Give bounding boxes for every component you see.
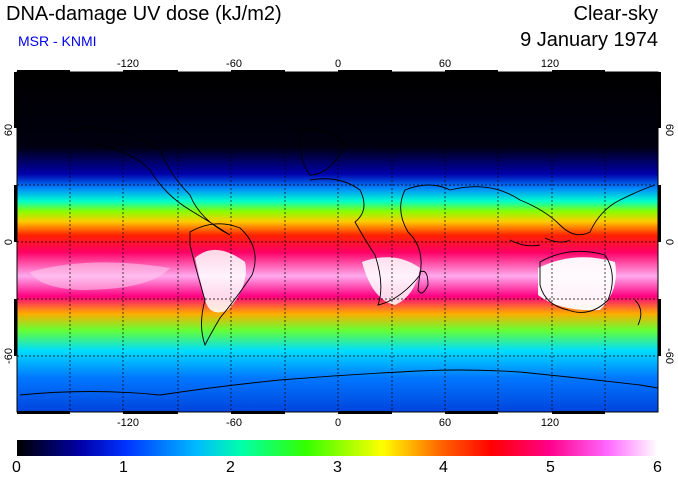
map-title: DNA-damage UV dose (kJ/m2) [6, 3, 282, 25]
colorbar-label: 3 [333, 459, 342, 476]
sky-condition-label: Clear-sky [573, 3, 658, 25]
asia-coast [449, 184, 656, 236]
frame-scale-bars [14, 70, 661, 414]
high-dose-africa [362, 257, 420, 305]
colorbar-label: 1 [119, 459, 128, 476]
lat-tick-left: 0 [3, 239, 15, 245]
colorbar-label: 6 [653, 459, 662, 476]
europe-africa-coast [309, 178, 451, 306]
colorbar-label: 2 [226, 459, 235, 476]
date-label: 9 January 1974 [520, 29, 658, 51]
north-america-coast [69, 127, 231, 236]
graticule [17, 72, 658, 412]
antarctica-coast [19, 369, 658, 396]
high-dose-south-america [195, 249, 246, 313]
colorbar-label: 4 [439, 459, 448, 476]
lon-tick-top: -60 [226, 58, 242, 70]
lon-tick-top: 0 [335, 58, 341, 70]
new-zealand-coast [634, 299, 642, 326]
data-source-label: MSR - KNMI [18, 33, 97, 49]
australia-coast [539, 250, 613, 313]
colorbar [17, 440, 658, 456]
high-dose-pacific [30, 262, 170, 290]
colorbar-label: 0 [12, 459, 21, 476]
lon-tick-bottom: 60 [439, 417, 451, 429]
lon-tick-bottom: 0 [335, 417, 341, 429]
colorbar-label: 5 [546, 459, 555, 476]
lat-tick-left: -60 [3, 348, 15, 364]
lat-tick-right: -60 [663, 348, 675, 364]
coastlines [19, 127, 658, 396]
lon-tick-top: 120 [541, 58, 559, 70]
greenland-coast [299, 128, 346, 176]
madagascar-coast [417, 270, 429, 294]
lon-tick-bottom: -60 [226, 417, 242, 429]
lat-tick-left: 60 [3, 124, 15, 136]
lon-tick-top: -120 [117, 58, 139, 70]
high-dose-australia [538, 257, 616, 311]
lon-tick-bottom: -120 [117, 417, 139, 429]
lon-tick-bottom: 120 [541, 417, 559, 429]
lon-tick-top: 60 [439, 58, 451, 70]
lat-tick-right: 60 [663, 124, 675, 136]
south-america-coast [189, 223, 256, 347]
lat-tick-right: 0 [663, 239, 675, 245]
